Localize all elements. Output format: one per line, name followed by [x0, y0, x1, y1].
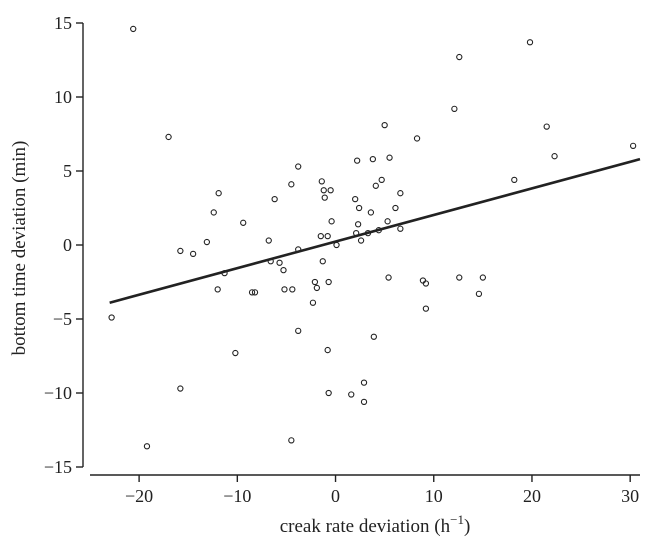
- data-point: [324, 232, 331, 240]
- data-point: [384, 218, 391, 225]
- data-point: [309, 299, 317, 306]
- data-point: [419, 277, 427, 284]
- x-tick-label: 30: [621, 486, 639, 506]
- data-point: [392, 204, 399, 212]
- data-point: [210, 209, 217, 216]
- data-point: [370, 333, 377, 340]
- data-point: [386, 154, 393, 161]
- y-tick-label: 5: [63, 161, 72, 181]
- data-point: [288, 181, 295, 188]
- data-point: [313, 284, 321, 292]
- data-point: [629, 142, 637, 149]
- data-point: [333, 241, 340, 249]
- y-tick-label: 15: [54, 13, 72, 33]
- x-axis-title-superscript: −1: [450, 512, 464, 527]
- data-point: [317, 232, 324, 240]
- x-axis-title-main: creak rate deviation (h: [280, 516, 451, 537]
- data-point: [281, 286, 288, 293]
- data-point: [328, 218, 335, 225]
- data-point: [251, 289, 259, 296]
- data-point: [203, 238, 211, 246]
- data-point: [321, 194, 328, 201]
- data-point: [276, 259, 283, 266]
- data-point: [543, 123, 550, 130]
- data-point: [288, 437, 295, 444]
- y-tick-label: −5: [53, 309, 72, 329]
- data-point: [319, 258, 326, 265]
- data-point: [456, 53, 463, 61]
- data-point: [325, 389, 332, 397]
- data-point: [475, 290, 483, 297]
- data-point: [352, 195, 359, 203]
- data-point: [265, 237, 272, 244]
- data-point: [551, 153, 558, 160]
- data-point: [280, 267, 287, 274]
- data-point: [325, 278, 332, 286]
- x-axis-ticks: −20 −10 0 10 20 30: [125, 475, 639, 506]
- data-point: [422, 305, 430, 312]
- x-tick-label: 10: [425, 486, 443, 506]
- data-point: [295, 163, 302, 170]
- data-point: [248, 289, 256, 296]
- y-tick-label: −10: [44, 383, 72, 403]
- data-point: [360, 379, 368, 386]
- data-point: [165, 133, 172, 141]
- data-point: [143, 443, 151, 450]
- data-point: [456, 274, 463, 281]
- data-point: [367, 209, 375, 216]
- x-tick-label: 0: [331, 486, 340, 506]
- data-point: [271, 195, 278, 203]
- data-point: [295, 327, 302, 334]
- y-axis-title: bottom time deviation (min): [9, 141, 30, 356]
- data-point: [177, 247, 184, 255]
- x-tick-label: −20: [125, 486, 153, 506]
- data-point: [385, 274, 392, 281]
- data-point: [320, 187, 327, 194]
- axes: [82, 23, 640, 476]
- data-point: [189, 250, 197, 258]
- data-point: [130, 25, 137, 33]
- data-point: [232, 349, 239, 357]
- x-tick-label: −10: [223, 486, 251, 506]
- data-points: [108, 25, 637, 450]
- data-point: [511, 176, 518, 184]
- data-point: [526, 39, 534, 46]
- data-point: [311, 278, 319, 286]
- data-point: [324, 346, 331, 354]
- regression-line: [109, 157, 641, 304]
- data-point: [289, 286, 296, 293]
- data-point: [357, 237, 365, 244]
- data-point: [381, 121, 388, 129]
- data-point: [215, 190, 222, 197]
- data-point: [360, 398, 368, 406]
- data-point: [177, 385, 184, 392]
- data-point: [240, 219, 247, 226]
- data-point: [327, 187, 334, 194]
- x-tick-label: 20: [523, 486, 541, 506]
- data-point: [422, 280, 430, 287]
- data-point: [214, 286, 221, 293]
- data-point: [318, 178, 325, 185]
- data-point: [451, 105, 458, 112]
- data-point: [397, 225, 404, 232]
- data-point: [355, 204, 363, 212]
- x-axis-title: creak rate deviation (h−1): [280, 512, 471, 537]
- data-point: [378, 176, 385, 184]
- data-point: [372, 182, 379, 189]
- y-tick-label: −15: [44, 457, 72, 477]
- y-tick-label: 10: [54, 87, 72, 107]
- data-point: [353, 157, 361, 164]
- data-point: [354, 221, 362, 228]
- y-axis-ticks: −15 −10 −5 0 5 10 15: [44, 13, 83, 477]
- data-point: [369, 156, 377, 163]
- data-point: [479, 274, 487, 281]
- data-point: [397, 190, 404, 197]
- data-point: [413, 135, 421, 142]
- x-axis-title-suffix: ): [464, 516, 470, 537]
- data-point: [348, 391, 355, 398]
- data-point: [108, 314, 115, 321]
- y-tick-label: 0: [63, 235, 72, 255]
